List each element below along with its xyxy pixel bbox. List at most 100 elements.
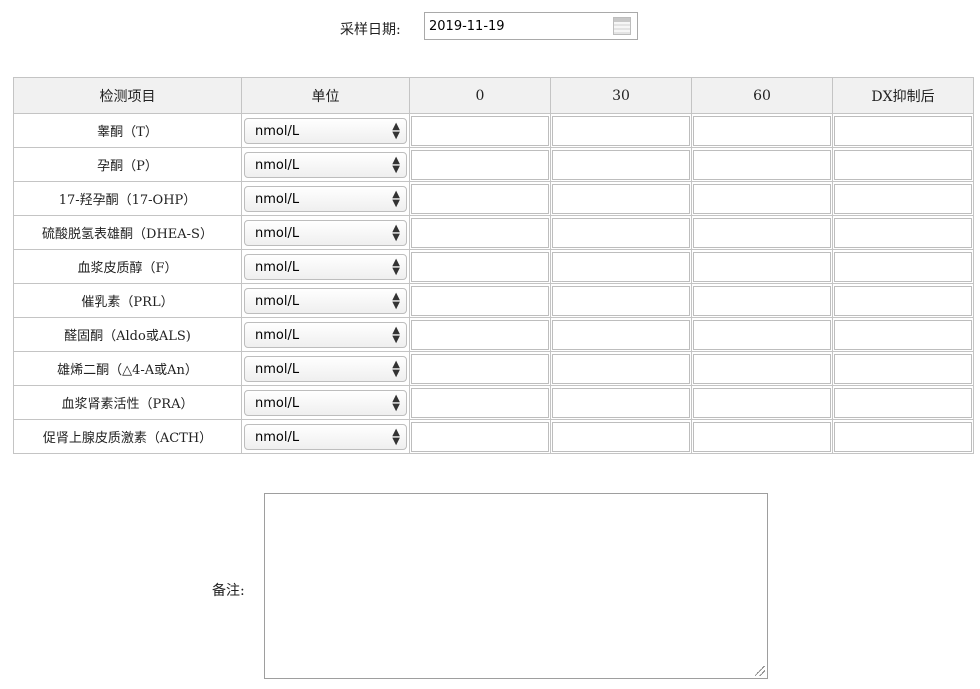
value-cell-dx-suppression bbox=[832, 351, 974, 386]
header-time-60: 60 bbox=[691, 77, 833, 114]
value-input-dx-suppression[interactable] bbox=[834, 217, 972, 248]
unit-select[interactable]: nmol/L ▲ ▼ bbox=[244, 423, 407, 450]
value-input-time-60[interactable] bbox=[693, 251, 831, 282]
value-cell-time-60 bbox=[691, 147, 833, 182]
test-item-name: 醛固酮（Aldo或ALS) bbox=[13, 317, 242, 352]
value-cell-time-30 bbox=[550, 283, 692, 318]
table-row: 血浆肾素活性（PRA） nmol/L ▲ ▼ bbox=[13, 385, 974, 420]
unit-select[interactable]: nmol/L ▲ ▼ bbox=[244, 151, 407, 178]
value-input-time-30[interactable] bbox=[552, 353, 690, 384]
value-cell-time-0 bbox=[409, 419, 551, 454]
value-input-time-0[interactable] bbox=[411, 149, 549, 180]
value-input-dx-suppression[interactable] bbox=[834, 387, 972, 418]
value-input-time-30[interactable] bbox=[552, 251, 690, 282]
value-cell-time-30 bbox=[550, 317, 692, 352]
value-cell-time-0 bbox=[409, 181, 551, 216]
value-input-time-60[interactable] bbox=[693, 149, 831, 180]
value-cell-time-30 bbox=[550, 181, 692, 216]
unit-cell: nmol/L ▲ ▼ bbox=[241, 419, 410, 454]
resize-handle-icon[interactable] bbox=[755, 666, 765, 676]
unit-select[interactable]: nmol/L ▲ ▼ bbox=[244, 253, 407, 280]
value-input-time-0[interactable] bbox=[411, 251, 549, 282]
test-item-name: 孕酮（P） bbox=[13, 147, 242, 182]
table-header-row: 检测项目 单位 0 30 60 DX抑制后 bbox=[13, 77, 974, 114]
value-input-time-30[interactable] bbox=[552, 183, 690, 214]
value-input-time-0[interactable] bbox=[411, 217, 549, 248]
value-cell-dx-suppression bbox=[832, 113, 974, 148]
table-row: 孕酮（P） nmol/L ▲ ▼ bbox=[13, 147, 974, 182]
header-time-30: 30 bbox=[550, 77, 692, 114]
unit-select[interactable]: nmol/L ▲ ▼ bbox=[244, 219, 407, 246]
unit-select[interactable]: nmol/L ▲ ▼ bbox=[244, 287, 407, 314]
value-cell-time-60 bbox=[691, 317, 833, 352]
value-cell-time-60 bbox=[691, 283, 833, 318]
sampling-date-input[interactable]: 2019-11-19 bbox=[424, 12, 638, 40]
value-input-time-30[interactable] bbox=[552, 387, 690, 418]
unit-select-value: nmol/L bbox=[255, 429, 300, 445]
value-input-time-30[interactable] bbox=[552, 217, 690, 248]
value-input-dx-suppression[interactable] bbox=[834, 319, 972, 350]
value-input-time-0[interactable] bbox=[411, 353, 549, 384]
value-input-dx-suppression[interactable] bbox=[834, 251, 972, 282]
updown-arrow-icon: ▲ ▼ bbox=[392, 256, 400, 277]
value-input-time-60[interactable] bbox=[693, 115, 831, 146]
value-input-time-60[interactable] bbox=[693, 319, 831, 350]
unit-select-value: nmol/L bbox=[255, 395, 300, 411]
unit-select[interactable]: nmol/L ▲ ▼ bbox=[244, 321, 407, 348]
unit-select[interactable]: nmol/L ▲ ▼ bbox=[244, 389, 407, 416]
value-cell-dx-suppression bbox=[832, 283, 974, 318]
value-cell-time-60 bbox=[691, 351, 833, 386]
updown-arrow-icon: ▲ ▼ bbox=[392, 426, 400, 447]
value-input-time-30[interactable] bbox=[552, 421, 690, 452]
header-time-0: 0 bbox=[409, 77, 551, 114]
value-cell-time-30 bbox=[550, 215, 692, 250]
value-cell-time-60 bbox=[691, 249, 833, 284]
test-item-name: 睾酮（T） bbox=[13, 113, 242, 148]
value-input-dx-suppression[interactable] bbox=[834, 183, 972, 214]
value-input-time-30[interactable] bbox=[552, 115, 690, 146]
value-input-time-0[interactable] bbox=[411, 387, 549, 418]
calendar-icon[interactable] bbox=[613, 17, 631, 35]
unit-select[interactable]: nmol/L ▲ ▼ bbox=[244, 355, 407, 382]
unit-select[interactable]: nmol/L ▲ ▼ bbox=[244, 185, 407, 212]
updown-arrow-icon: ▲ ▼ bbox=[392, 188, 400, 209]
test-item-name: 硫酸脱氢表雄酮（DHEA-S） bbox=[13, 215, 242, 250]
value-input-time-30[interactable] bbox=[552, 319, 690, 350]
unit-select-value: nmol/L bbox=[255, 327, 300, 343]
value-input-time-60[interactable] bbox=[693, 353, 831, 384]
value-input-time-0[interactable] bbox=[411, 285, 549, 316]
value-cell-time-30 bbox=[550, 385, 692, 420]
unit-select[interactable]: nmol/L ▲ ▼ bbox=[244, 117, 407, 144]
table-row: 醛固酮（Aldo或ALS) nmol/L ▲ ▼ bbox=[13, 317, 974, 352]
value-cell-time-0 bbox=[409, 215, 551, 250]
value-input-time-30[interactable] bbox=[552, 285, 690, 316]
value-input-time-60[interactable] bbox=[693, 217, 831, 248]
sampling-date-row: 采样日期: 2019-11-19 bbox=[0, 12, 980, 42]
value-input-time-0[interactable] bbox=[411, 183, 549, 214]
value-input-dx-suppression[interactable] bbox=[834, 115, 972, 146]
value-input-time-0[interactable] bbox=[411, 115, 549, 146]
value-input-time-60[interactable] bbox=[693, 285, 831, 316]
value-input-time-30[interactable] bbox=[552, 149, 690, 180]
value-input-time-0[interactable] bbox=[411, 319, 549, 350]
unit-select-value: nmol/L bbox=[255, 157, 300, 173]
value-input-time-60[interactable] bbox=[693, 421, 831, 452]
table-row: 睾酮（T） nmol/L ▲ ▼ bbox=[13, 113, 974, 148]
unit-cell: nmol/L ▲ ▼ bbox=[241, 181, 410, 216]
table-row: 硫酸脱氢表雄酮（DHEA-S） nmol/L ▲ ▼ bbox=[13, 215, 974, 250]
unit-select-value: nmol/L bbox=[255, 123, 300, 139]
value-cell-time-0 bbox=[409, 385, 551, 420]
value-cell-dx-suppression bbox=[832, 181, 974, 216]
value-input-dx-suppression[interactable] bbox=[834, 285, 972, 316]
value-input-dx-suppression[interactable] bbox=[834, 421, 972, 452]
value-cell-dx-suppression bbox=[832, 317, 974, 352]
value-input-time-0[interactable] bbox=[411, 421, 549, 452]
notes-textarea[interactable] bbox=[264, 493, 768, 679]
value-input-time-60[interactable] bbox=[693, 387, 831, 418]
value-input-time-60[interactable] bbox=[693, 183, 831, 214]
value-cell-time-0 bbox=[409, 283, 551, 318]
value-input-dx-suppression[interactable] bbox=[834, 353, 972, 384]
value-input-dx-suppression[interactable] bbox=[834, 149, 972, 180]
unit-cell: nmol/L ▲ ▼ bbox=[241, 317, 410, 352]
unit-cell: nmol/L ▲ ▼ bbox=[241, 215, 410, 250]
